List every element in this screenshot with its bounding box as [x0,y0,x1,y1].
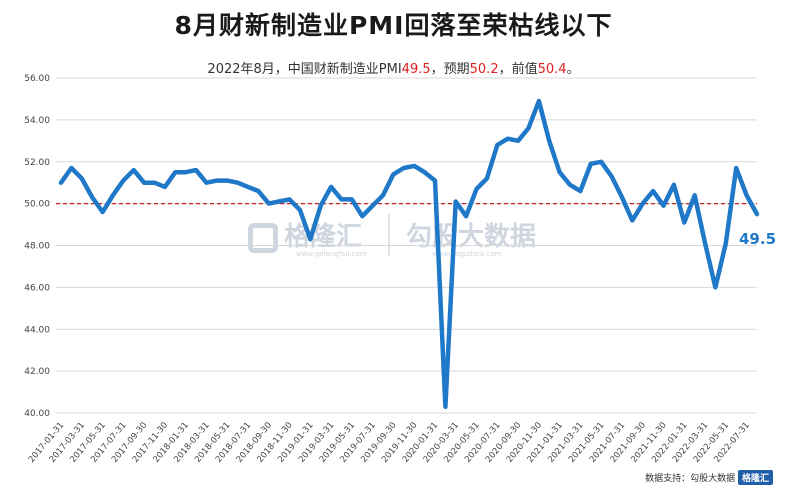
source-text: 数据支持：勾股大数据 [645,474,736,484]
y-tick-label: 44.00 [24,325,50,335]
y-tick-label: 52.00 [24,158,50,168]
y-tick-label: 56.00 [24,74,50,84]
watermark-logo-icon [248,222,278,253]
subtitle-previous: 50.4 [537,62,567,77]
y-tick-label: 48.00 [24,242,50,252]
pmi-series-line [58,98,760,409]
subtitle-prefix: 2022年8月，中国财新制造业PMI [207,62,402,77]
chart-subtitle: 2022年8月，中国财新制造业PMI49.5，预期50.2，前值50.4。 [0,58,787,77]
corner-logo: 格隆汇 [737,470,773,485]
y-tick-label: 46.00 [24,283,50,293]
subtitle-suffix: 。 [566,62,580,77]
watermark-left-text: 格隆汇 [284,222,363,252]
watermark-logo-right: 勾股大数据 [406,222,537,252]
subtitle-actual: 49.5 [401,62,431,77]
y-tick-label: 42.00 [24,367,50,377]
watermark-divider [388,214,390,256]
end-value-label: 49.5 [739,230,776,248]
subtitle-mid1: ，预期 [430,62,470,77]
y-tick-label: 50.00 [24,200,50,210]
source-note: 数据支持：勾股大数据 格隆汇 [645,470,773,485]
subtitle-expected: 50.2 [469,62,499,77]
watermark-logo-left: 格隆汇 [248,216,362,253]
y-tick-label: 40.00 [24,409,50,419]
y-tick-label: 54.00 [24,116,50,126]
watermark-url-left: www.gelonghui.com [296,250,367,258]
watermark-url-right: www.gogudata.com [432,250,502,258]
subtitle-mid2: ，前值 [498,62,538,77]
chart-title: 8月财新制造业PMI回落至荣枯线以下 [174,11,613,40]
